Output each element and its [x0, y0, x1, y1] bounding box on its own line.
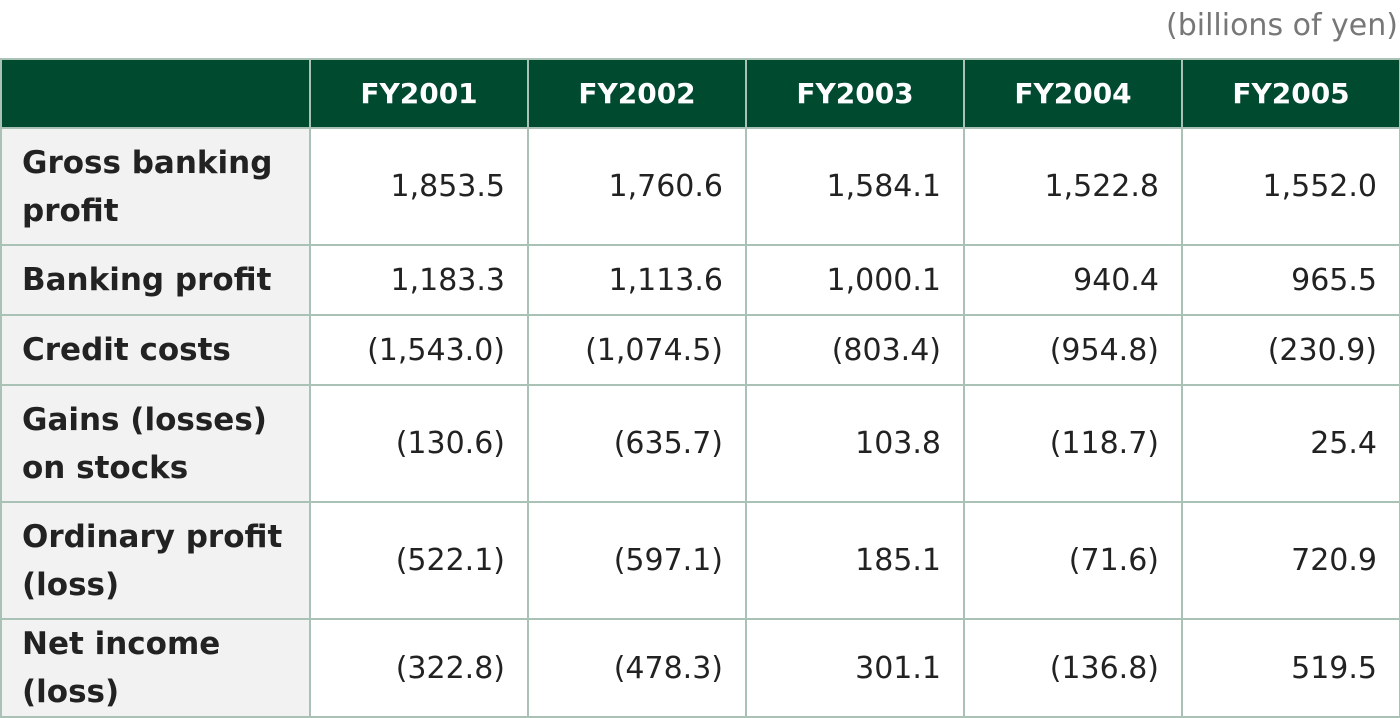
- table-cell: (1,543.0): [309, 314, 529, 386]
- table-row: Net income (loss) (322.8) (478.3) 301.1 …: [0, 618, 1400, 718]
- table-cell: 1,183.3: [309, 244, 529, 316]
- table-cell: (954.8): [963, 314, 1183, 386]
- table-cell: (635.7): [527, 384, 747, 503]
- table-cell: (1,074.5): [527, 314, 747, 386]
- row-label: Gains (losses) on stocks: [0, 384, 311, 503]
- table-cell: (322.8): [309, 618, 529, 718]
- row-label: Net income (loss): [0, 618, 311, 718]
- table-row: Ordinary profit (loss) (522.1) (597.1) 1…: [0, 501, 1400, 620]
- table-cell: 25.4: [1181, 384, 1400, 503]
- table-cell: (522.1): [309, 501, 529, 620]
- table-cell: 301.1: [745, 618, 965, 718]
- table-cell: 1,000.1: [745, 244, 965, 316]
- column-header: FY2004: [963, 58, 1183, 129]
- table-cell: 519.5: [1181, 618, 1400, 718]
- table-row: Gross banking profit 1,853.5 1,760.6 1,5…: [0, 127, 1400, 246]
- table-cell: 1,552.0: [1181, 127, 1400, 246]
- column-header: FY2003: [745, 58, 965, 129]
- column-header: FY2001: [309, 58, 529, 129]
- table-row: Credit costs (1,543.0) (1,074.5) (803.4)…: [0, 314, 1400, 386]
- table-cell: 103.8: [745, 384, 965, 503]
- table-cell: 1,760.6: [527, 127, 747, 246]
- header-row: FY2001 FY2002 FY2003 FY2004 FY2005: [0, 58, 1400, 129]
- header-corner: [0, 58, 311, 129]
- table-cell: (597.1): [527, 501, 747, 620]
- table-cell: 720.9: [1181, 501, 1400, 620]
- table-cell: 1,522.8: [963, 127, 1183, 246]
- table-cell: (478.3): [527, 618, 747, 718]
- table-row: Banking profit 1,183.3 1,113.6 1,000.1 9…: [0, 244, 1400, 316]
- table-cell: (71.6): [963, 501, 1183, 620]
- table-cell: 1,853.5: [309, 127, 529, 246]
- financial-table: FY2001 FY2002 FY2003 FY2004 FY2005 Gross…: [0, 58, 1400, 718]
- table-cell: 1,113.6: [527, 244, 747, 316]
- column-header: FY2005: [1181, 58, 1400, 129]
- column-header: FY2002: [527, 58, 747, 129]
- table-cell: 965.5: [1181, 244, 1400, 316]
- table-cell: (118.7): [963, 384, 1183, 503]
- table-cell: (803.4): [745, 314, 965, 386]
- table-cell: 1,584.1: [745, 127, 965, 246]
- table-cell: (130.6): [309, 384, 529, 503]
- row-label: Gross banking profit: [0, 127, 311, 246]
- table-cell: (136.8): [963, 618, 1183, 718]
- table-cell: 185.1: [745, 501, 965, 620]
- table-row: Gains (losses) on stocks (130.6) (635.7)…: [0, 384, 1400, 503]
- unit-note: (billions of yen): [1165, 8, 1398, 43]
- table-cell: (230.9): [1181, 314, 1400, 386]
- table-cell: 940.4: [963, 244, 1183, 316]
- row-label: Credit costs: [0, 314, 311, 386]
- row-label: Banking profit: [0, 244, 311, 316]
- row-label: Ordinary profit (loss): [0, 501, 311, 620]
